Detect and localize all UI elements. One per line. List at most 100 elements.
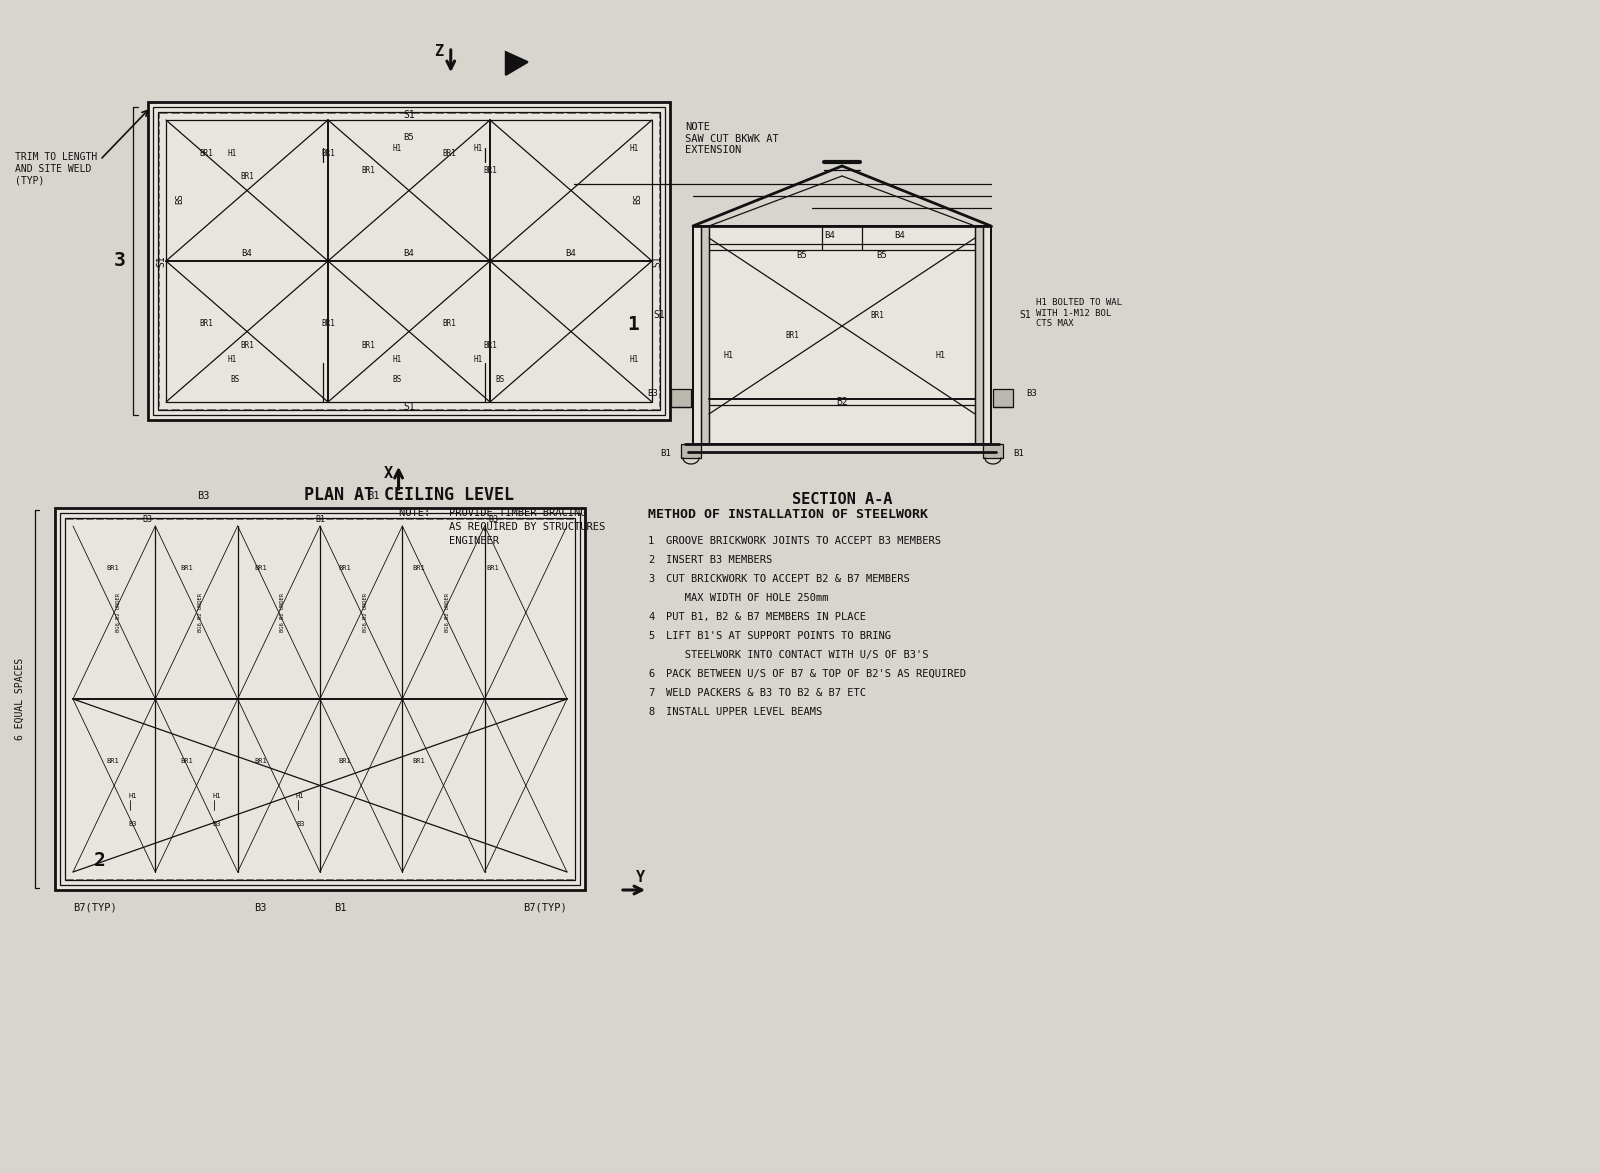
Text: B4: B4 <box>824 231 835 240</box>
Text: H1: H1 <box>474 144 483 152</box>
Text: PUT B1, B2 & B7 MEMBERS IN PLACE: PUT B1, B2 & B7 MEMBERS IN PLACE <box>666 612 866 622</box>
Bar <box>682 445 701 457</box>
Bar <box>693 226 990 445</box>
Text: BR1: BR1 <box>254 758 267 765</box>
Text: B1: B1 <box>661 449 670 459</box>
Text: BR1: BR1 <box>413 758 426 765</box>
Text: H1: H1 <box>629 355 638 364</box>
Text: BR1: BR1 <box>106 758 118 765</box>
Text: B7(TYP): B7(TYP) <box>523 903 566 913</box>
Text: S1: S1 <box>1019 310 1030 320</box>
Text: CUT BRICKWORK TO ACCEPT B2 & B7 MEMBERS: CUT BRICKWORK TO ACCEPT B2 & B7 MEMBERS <box>666 574 910 584</box>
Text: BR1: BR1 <box>322 149 334 158</box>
Text: H1: H1 <box>128 793 136 799</box>
Text: 4: 4 <box>648 612 654 622</box>
Text: BG6 B2 UNDER: BG6 B2 UNDER <box>115 594 120 632</box>
Bar <box>166 120 653 402</box>
Text: 3: 3 <box>114 251 126 271</box>
Text: B3: B3 <box>648 389 658 399</box>
Text: B3: B3 <box>254 903 266 913</box>
Bar <box>158 111 661 411</box>
Text: BR1: BR1 <box>338 758 350 765</box>
Text: 2: 2 <box>648 555 654 565</box>
Text: 1: 1 <box>648 536 654 545</box>
Text: BR1: BR1 <box>240 341 254 350</box>
Text: Z: Z <box>434 45 443 60</box>
Text: BR1: BR1 <box>106 564 118 570</box>
Text: 3: 3 <box>648 574 654 584</box>
Text: BR1: BR1 <box>870 311 883 319</box>
Text: 6: 6 <box>648 669 654 679</box>
Text: BS: BS <box>392 375 402 384</box>
Text: AS REQUIRED BY STRUCTURES: AS REQUIRED BY STRUCTURES <box>398 522 605 533</box>
Text: H1: H1 <box>392 355 402 364</box>
Bar <box>994 389 1013 407</box>
Text: B3: B3 <box>142 515 152 524</box>
Text: 6 EQUAL SPACES: 6 EQUAL SPACES <box>14 658 26 740</box>
Text: SECTION A-A: SECTION A-A <box>792 491 893 507</box>
Text: H1: H1 <box>392 144 402 152</box>
Text: BR1: BR1 <box>240 172 254 181</box>
Text: BR1: BR1 <box>443 319 456 327</box>
Text: BR1: BR1 <box>483 167 498 175</box>
Bar <box>147 102 670 420</box>
Bar <box>66 518 574 880</box>
Text: S1: S1 <box>653 255 662 267</box>
Text: BG6 B2 UNDER: BG6 B2 UNDER <box>198 594 203 632</box>
Text: 1: 1 <box>627 314 638 333</box>
Text: TRIM TO LENGTH
AND SITE WELD
(TYP): TRIM TO LENGTH AND SITE WELD (TYP) <box>14 152 98 185</box>
Text: BR1: BR1 <box>413 564 426 570</box>
Text: B1: B1 <box>1013 449 1024 459</box>
Text: B3: B3 <box>197 491 210 501</box>
Text: GROOVE BRICKWORK JOINTS TO ACCEPT B3 MEMBERS: GROOVE BRICKWORK JOINTS TO ACCEPT B3 MEM… <box>666 536 941 545</box>
Text: BS: BS <box>496 375 504 384</box>
Text: BG6 B2 UNDER: BG6 B2 UNDER <box>280 594 285 632</box>
Bar <box>154 107 666 415</box>
Text: S1: S1 <box>403 402 414 412</box>
Text: INSERT B3 MEMBERS: INSERT B3 MEMBERS <box>666 555 773 565</box>
Text: X: X <box>384 467 394 481</box>
Text: B3: B3 <box>296 821 304 827</box>
Text: H1: H1 <box>296 793 304 799</box>
Text: H1 BOLTED TO WAL
WITH 1-M12 BOL
CTS MAX: H1 BOLTED TO WAL WITH 1-M12 BOL CTS MAX <box>1037 298 1122 328</box>
Text: B5: B5 <box>877 251 888 260</box>
Text: B4: B4 <box>894 231 906 240</box>
Text: PLAN AT CEILING LEVEL: PLAN AT CEILING LEVEL <box>304 486 514 504</box>
Text: H1: H1 <box>629 144 638 152</box>
Text: S1: S1 <box>157 255 166 267</box>
Bar <box>982 445 1003 457</box>
Text: BR1: BR1 <box>338 564 350 570</box>
Text: BR1: BR1 <box>322 319 334 327</box>
Text: B4: B4 <box>566 249 576 258</box>
Text: S1: S1 <box>653 310 666 320</box>
Text: ENGINEER: ENGINEER <box>398 536 499 545</box>
Bar <box>54 508 586 890</box>
Bar <box>61 513 579 884</box>
Text: LIFT B1'S AT SUPPORT POINTS TO BRING: LIFT B1'S AT SUPPORT POINTS TO BRING <box>666 631 891 640</box>
Text: B3: B3 <box>213 821 221 827</box>
Text: BR1: BR1 <box>486 564 499 570</box>
Bar <box>701 226 709 445</box>
Text: STEELWORK INTO CONTACT WITH U/S OF B3'S: STEELWORK INTO CONTACT WITH U/S OF B3'S <box>666 650 928 660</box>
Text: B5: B5 <box>403 134 414 142</box>
Text: 2: 2 <box>94 850 106 869</box>
Text: BG6 B2 UNDER: BG6 B2 UNDER <box>363 594 368 632</box>
Text: Y: Y <box>635 869 645 884</box>
Text: BR1: BR1 <box>362 341 376 350</box>
Text: NOTE:   PROVIDE TIMBER BRACING: NOTE: PROVIDE TIMBER BRACING <box>398 508 587 518</box>
Text: H1: H1 <box>227 149 237 158</box>
Text: H1: H1 <box>723 351 733 359</box>
Text: BS: BS <box>230 375 240 384</box>
Text: PACK BETWEEN U/S OF B7 & TOP OF B2'S AS REQUIRED: PACK BETWEEN U/S OF B7 & TOP OF B2'S AS … <box>666 669 966 679</box>
Text: BR1: BR1 <box>443 149 456 158</box>
Text: A: A <box>510 59 517 72</box>
Text: WELD PACKERS & B3 TO B2 & B7 ETC: WELD PACKERS & B3 TO B2 & B7 ETC <box>666 689 866 698</box>
Text: H1: H1 <box>213 793 221 799</box>
Text: B4: B4 <box>403 249 414 258</box>
Text: NOTE
SAW CUT BKWK AT
EXTENSION: NOTE SAW CUT BKWK AT EXTENSION <box>685 122 779 155</box>
Polygon shape <box>506 52 528 75</box>
Text: B5: B5 <box>797 251 808 260</box>
Text: B3: B3 <box>488 515 498 524</box>
Text: BR1: BR1 <box>181 564 194 570</box>
Text: METHOD OF INSTALLATION OF STEELWORK: METHOD OF INSTALLATION OF STEELWORK <box>648 508 928 521</box>
